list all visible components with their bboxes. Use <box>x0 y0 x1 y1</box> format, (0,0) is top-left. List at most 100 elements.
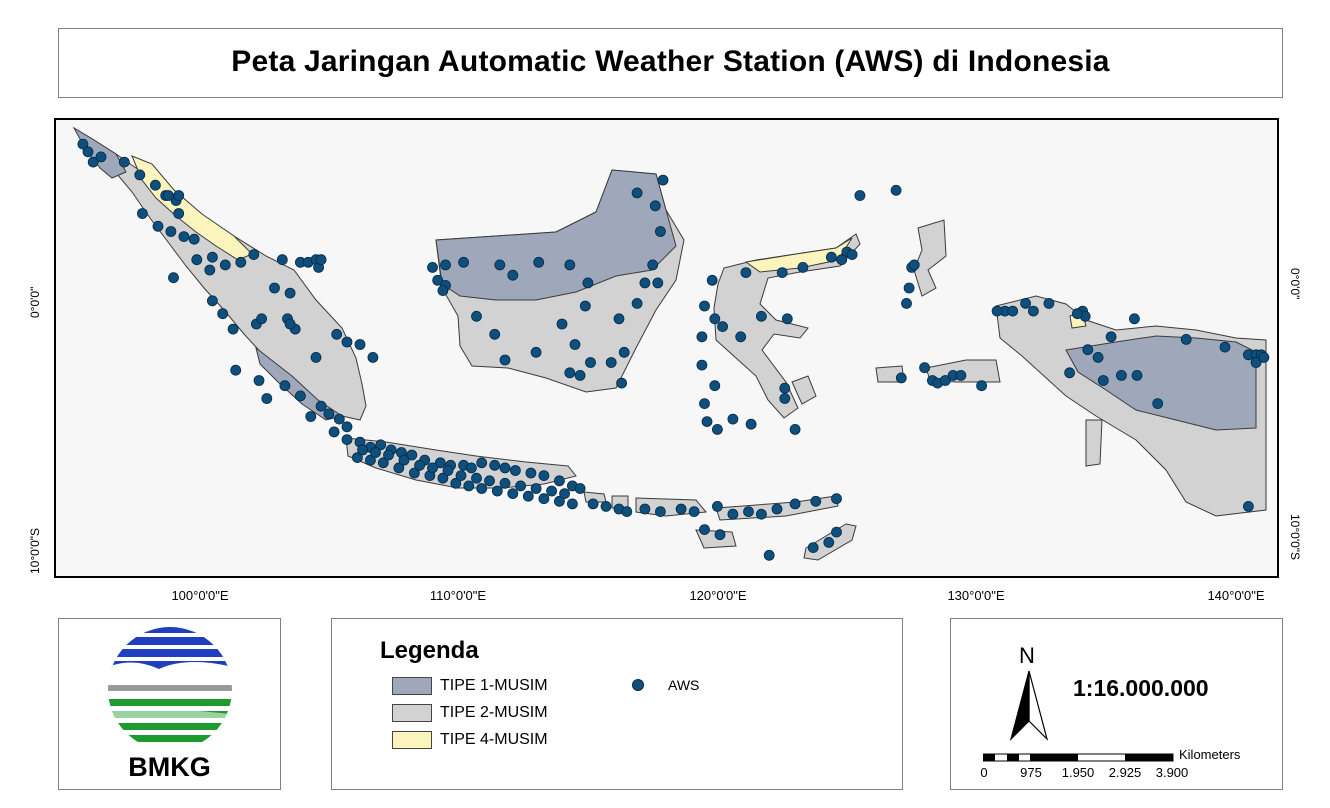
aws-station[interactable] <box>579 300 591 312</box>
aws-station[interactable] <box>173 190 185 201</box>
aws-station[interactable] <box>434 457 446 469</box>
aws-station[interactable] <box>1258 351 1270 363</box>
aws-station[interactable] <box>315 254 327 266</box>
aws-station[interactable] <box>530 483 542 494</box>
aws-station[interactable] <box>515 480 527 492</box>
aws-station[interactable] <box>294 390 306 402</box>
map-frame[interactable] <box>54 118 1279 578</box>
indonesia-map[interactable] <box>56 120 1277 576</box>
aws-station[interactable] <box>173 208 185 219</box>
aws-station[interactable] <box>217 308 229 320</box>
aws-station[interactable] <box>331 328 343 340</box>
aws-station[interactable] <box>655 226 666 237</box>
aws-station[interactable] <box>756 508 767 520</box>
aws-station[interactable] <box>1043 297 1055 309</box>
aws-station[interactable] <box>489 459 501 471</box>
aws-station[interactable] <box>735 331 747 343</box>
aws-station[interactable] <box>269 282 280 294</box>
aws-station[interactable] <box>253 375 265 386</box>
aws-station[interactable] <box>657 174 669 186</box>
aws-station[interactable] <box>1092 351 1104 363</box>
aws-station[interactable] <box>351 452 363 464</box>
aws-station[interactable] <box>631 187 643 199</box>
aws-station[interactable] <box>408 467 420 479</box>
aws-station[interactable] <box>699 524 710 536</box>
aws-station[interactable] <box>559 488 571 500</box>
aws-station[interactable] <box>712 500 723 512</box>
aws-station[interactable] <box>499 462 511 474</box>
aws-station[interactable] <box>279 380 291 392</box>
aws-station[interactable] <box>939 375 951 386</box>
aws-station[interactable] <box>701 416 713 428</box>
aws-station[interactable] <box>1116 369 1127 381</box>
aws-station[interactable] <box>427 261 438 273</box>
aws-station[interactable] <box>706 274 718 286</box>
aws-station[interactable] <box>556 318 568 330</box>
aws-station[interactable] <box>364 454 376 466</box>
aws-station[interactable] <box>489 328 501 340</box>
aws-station[interactable] <box>714 529 726 541</box>
aws-station[interactable] <box>427 462 438 474</box>
aws-station[interactable] <box>585 357 596 368</box>
aws-station[interactable] <box>134 169 146 181</box>
aws-station[interactable] <box>779 382 791 394</box>
aws-station[interactable] <box>178 231 190 242</box>
aws-station[interactable] <box>1072 308 1083 320</box>
aws-station[interactable] <box>781 313 793 325</box>
aws-station[interactable] <box>618 346 630 358</box>
aws-station[interactable] <box>1064 367 1075 379</box>
aws-station[interactable] <box>582 277 594 289</box>
aws-station[interactable] <box>323 408 335 420</box>
aws-station[interactable] <box>789 498 801 510</box>
aws-station[interactable] <box>696 359 708 371</box>
aws-station[interactable] <box>191 254 203 266</box>
aws-station[interactable] <box>442 465 454 476</box>
aws-station[interactable] <box>538 493 550 505</box>
aws-station[interactable] <box>836 254 848 266</box>
aws-station[interactable] <box>507 488 519 500</box>
aws-station[interactable] <box>440 259 451 271</box>
aws-station[interactable] <box>779 393 791 404</box>
aws-station[interactable] <box>188 233 200 245</box>
aws-station[interactable] <box>564 259 576 271</box>
aws-station[interactable] <box>315 400 327 412</box>
aws-station[interactable] <box>1082 344 1094 356</box>
aws-station[interactable] <box>370 447 381 458</box>
aws-station[interactable] <box>1180 333 1192 345</box>
aws-station[interactable] <box>476 483 488 494</box>
aws-station[interactable] <box>908 259 920 271</box>
aws-station[interactable] <box>377 457 389 469</box>
aws-station[interactable] <box>82 146 94 158</box>
aws-station[interactable] <box>455 470 467 482</box>
aws-station[interactable] <box>831 526 842 538</box>
aws-station[interactable] <box>525 467 537 479</box>
aws-station[interactable] <box>357 444 369 456</box>
aws-station[interactable] <box>393 462 405 474</box>
aws-station[interactable] <box>631 297 643 309</box>
aws-station[interactable] <box>846 249 858 261</box>
aws-station[interactable] <box>204 264 216 276</box>
aws-station[interactable] <box>437 285 449 297</box>
aws-station[interactable] <box>655 506 666 518</box>
aws-station[interactable] <box>284 287 296 299</box>
aws-station[interactable] <box>569 339 581 350</box>
aws-station[interactable] <box>709 380 721 392</box>
aws-station[interactable] <box>616 377 627 389</box>
aws-station[interactable] <box>1020 297 1031 309</box>
aws-station[interactable] <box>152 220 164 232</box>
aws-station[interactable] <box>789 423 801 435</box>
aws-station[interactable] <box>1097 375 1109 386</box>
aws-station[interactable] <box>567 498 578 510</box>
aws-station[interactable] <box>574 369 586 381</box>
aws-station[interactable] <box>613 313 625 325</box>
aws-station[interactable] <box>727 508 739 520</box>
aws-station[interactable] <box>1219 341 1231 353</box>
aws-station[interactable] <box>1152 398 1164 410</box>
aws-station[interactable] <box>375 439 387 451</box>
aws-station[interactable] <box>605 357 617 368</box>
aws-station[interactable] <box>162 190 174 201</box>
aws-station[interactable] <box>600 500 612 512</box>
aws-station[interactable] <box>230 364 242 376</box>
aws-station[interactable] <box>564 367 576 379</box>
aws-station[interactable] <box>699 398 710 410</box>
